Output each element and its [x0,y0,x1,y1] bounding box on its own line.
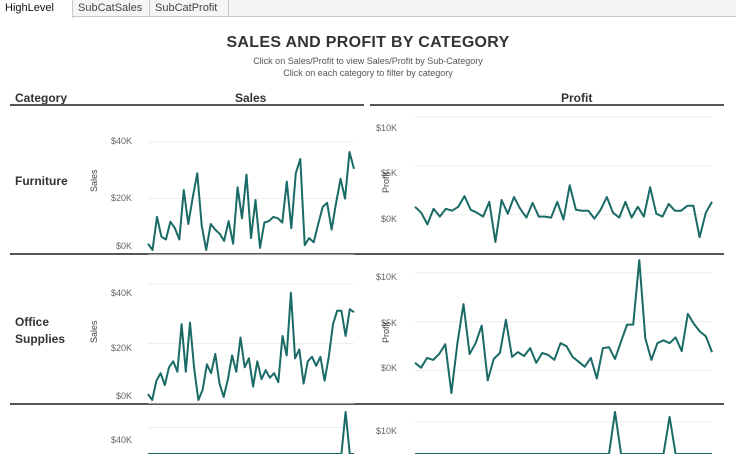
sheet-tab-bar: HighLevel SubCatSales SubCatProfit [0,0,736,18]
y-tick-label: $20K [110,193,132,203]
category-label-line2: Supplies [15,332,66,346]
y-tick-label: $0K [115,391,132,401]
dashboard-subtitle-instructions: Click on Sales/Profit to view Sales/Prof… [253,56,483,66]
header-rule-left [10,104,364,106]
dashboard-title: SALES AND PROFIT BY CATEGORY [226,34,510,51]
y-tick-label: $40K [110,288,132,298]
column-header-profit[interactable]: Profit [561,91,593,105]
column-header-sales[interactable]: Sales [235,91,267,105]
row-separator-2 [10,403,724,405]
y-tick-label: $0K [380,214,397,224]
tab-subcatprofit[interactable]: SubCatProfit [150,0,229,17]
series-line-office-supplies-sales[interactable] [147,291,355,401]
series-line-technology-sales[interactable] [148,411,354,454]
series-line-furniture-profit[interactable] [414,184,713,243]
y-tick-label: $0K [380,363,397,373]
y-tick-label: $5K [380,318,397,328]
row-separator-1 [10,253,724,255]
category-label-line1: Office [15,315,50,329]
y-tick-label: $5K [380,168,397,178]
tab-highlevel[interactable]: HighLevel [0,0,73,18]
category-label-office-supplies[interactable]: Office Supplies [15,314,65,348]
series-line-office-supplies-profit[interactable] [414,259,713,395]
y-tick-label: $10K [375,272,397,282]
column-header-category: Category [15,91,68,105]
series-line-technology-profit[interactable] [415,411,712,454]
y-tick-label: $40K [110,136,132,146]
y-tick-label: $10K [375,123,397,133]
dashboard-subtitle-filter-hint: Click on each category to filter by cate… [283,68,453,78]
category-label-line1: Furniture [15,174,68,188]
y-tick-label: $10K [375,426,397,436]
y-tick-label: $0K [115,241,132,251]
y-tick-label: $20K [110,343,132,353]
tab-subcatsales[interactable]: SubCatSales [73,0,150,17]
series-line-furniture-sales[interactable] [147,151,355,251]
y-tick-label: $40K [110,435,132,445]
header-rule-right [370,104,724,106]
category-label-furniture[interactable]: Furniture [15,173,68,190]
